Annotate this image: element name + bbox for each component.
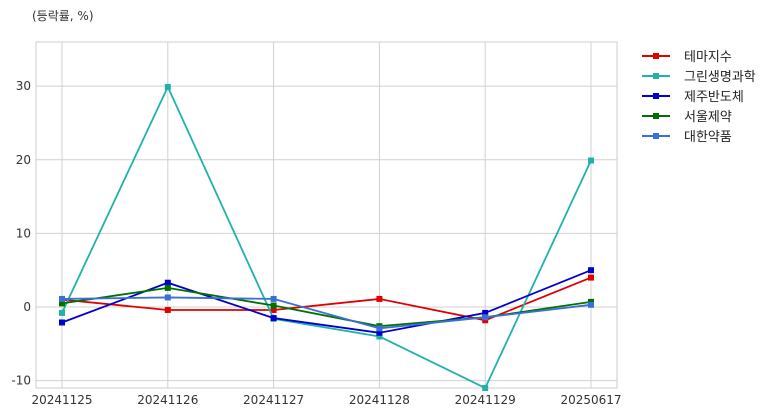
series-group: [59, 83, 594, 391]
y-axis: -10 0 10 20 30: [11, 79, 31, 387]
series-line: [61, 276, 592, 322]
data-point: [59, 300, 65, 307]
x-tick-label: 20250617: [560, 393, 621, 407]
data-point: [59, 319, 65, 326]
legend-label: 그린생명과학: [684, 70, 756, 85]
data-point: [164, 294, 171, 301]
y-tick-label: -10: [11, 374, 31, 388]
legend-label: 대한약품: [684, 130, 732, 145]
x-tick-label: 20241129: [455, 393, 516, 407]
x-tick-label: 20241128: [349, 393, 410, 407]
legend-item: 그린생명과학: [642, 70, 756, 85]
data-point: [164, 279, 171, 286]
x-tick-label: 20241127: [243, 393, 304, 407]
y-tick-label: 20: [16, 153, 31, 167]
legend-swatch-marker: [653, 113, 659, 119]
data-point: [164, 306, 171, 313]
legend-label: 제주반도체: [684, 90, 744, 105]
unit-label: (등락률, %): [32, 9, 94, 23]
legend-swatch-marker: [653, 93, 659, 99]
series-3: [59, 267, 594, 336]
legend-item: 대한약품: [642, 130, 732, 145]
data-point: [270, 315, 277, 322]
x-tick-label: 20241125: [31, 393, 92, 407]
data-point: [59, 295, 65, 302]
legend-swatch-marker: [653, 53, 659, 59]
data-point: [376, 333, 383, 340]
data-point: [164, 284, 171, 291]
legend-swatch-marker: [653, 133, 659, 139]
data-point: [482, 309, 489, 316]
y-tick-label: 0: [23, 300, 31, 314]
data-point: [376, 295, 383, 302]
y-tick-label: 10: [16, 226, 31, 240]
data-point: [270, 295, 277, 302]
data-point: [588, 267, 594, 274]
series-5: [59, 294, 594, 332]
data-point: [164, 83, 171, 90]
data-point: [588, 301, 594, 308]
y-tick-label: 30: [16, 79, 31, 93]
legend-label: 테마지수: [684, 50, 732, 65]
data-point: [376, 329, 383, 336]
x-tick-label: 20241126: [137, 393, 198, 407]
data-point: [482, 314, 489, 321]
x-axis: 20241125 20241126 20241127 20241128 20241129…: [31, 393, 621, 407]
data-point: [59, 309, 65, 316]
data-point: [588, 274, 594, 281]
data-point: [482, 385, 489, 391]
data-point: [270, 302, 277, 309]
legend-item: 서울제약: [642, 110, 732, 125]
legend-swatch-marker: [653, 73, 659, 79]
series-line: [61, 296, 592, 330]
legend-item: 제주반도체: [642, 90, 744, 105]
data-point: [376, 325, 383, 332]
data-point: [270, 306, 277, 313]
plot-area: [35, 41, 618, 389]
data-point: [588, 157, 594, 164]
series-line: [61, 269, 592, 334]
series-line: [61, 84, 592, 390]
legend-label: 서울제약: [684, 110, 732, 125]
legend-item: 테마지수: [642, 50, 732, 65]
